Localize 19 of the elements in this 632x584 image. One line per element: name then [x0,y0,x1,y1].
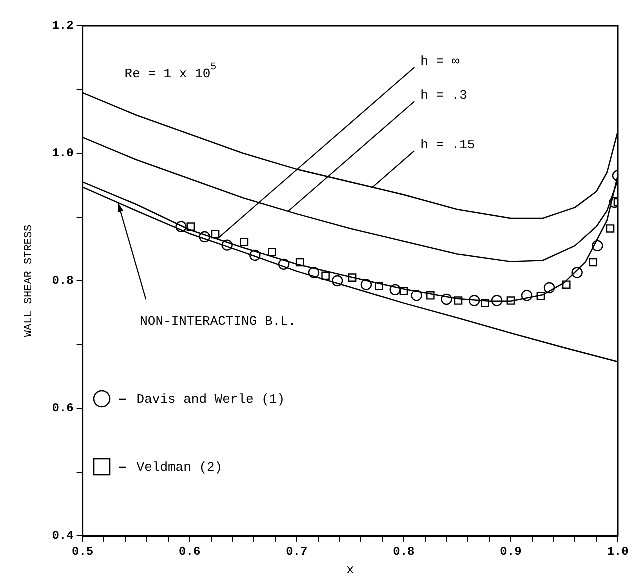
y-tick-label: 1.2 [52,19,74,34]
annotation: h = .15 [420,137,476,152]
legend-label: Davis and Werle (1) [136,392,286,406]
y-axis-title: WALL SHEAR STRESS [24,224,36,338]
y-tick-label: 0.8 [52,274,74,288]
x-tick-label: 0.8 [393,545,415,560]
x-axis-title: x [346,562,354,578]
y-tick-label: 1.0 [52,146,74,161]
x-tick-label: 0.9 [500,545,522,560]
x-tick-label: 0.7 [286,545,308,560]
annotation: NON-INTERACTING B.L. [140,314,296,330]
legend-label: Veldman (2) [136,460,223,474]
annotation: h = ∞ [420,54,460,70]
annotation: h = .3 [420,88,468,104]
x-tick-label: 0.5 [72,545,94,560]
x-tick-label: 1.0 [607,545,629,560]
y-tick-label: 0.6 [52,402,74,416]
x-tick-label: 0.6 [179,545,201,560]
y-tick-label: 0.4 [52,529,74,544]
